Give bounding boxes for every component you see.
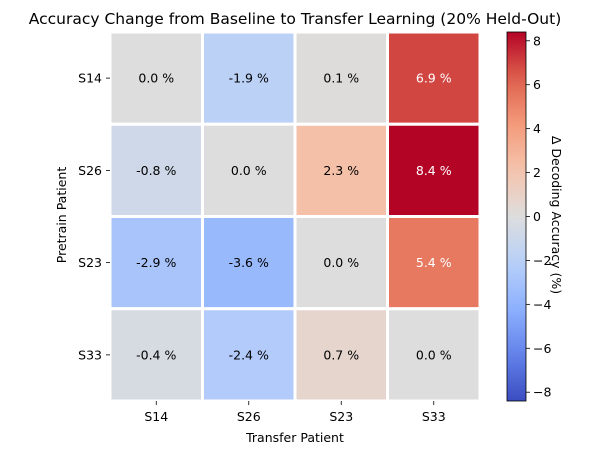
x-tick-label: S14 <box>144 409 168 424</box>
y-tick-label: S33 <box>78 347 102 362</box>
colorbar-tick-label: 2 <box>533 165 541 180</box>
cell-value-label: -0.8 % <box>136 163 176 178</box>
x-tick-label: S26 <box>237 409 261 424</box>
colorbar-tick-label: 8 <box>533 33 541 48</box>
colorbar-label: Δ Decoding Accuracy (%) <box>549 136 564 294</box>
cell-value-label: 8.4 % <box>416 163 452 178</box>
cell-value-label: 0.0 % <box>138 71 174 86</box>
heatmap-cell <box>386 215 482 311</box>
y-axis: S14 S26 S23 S33 <box>78 71 110 362</box>
x-tick-label: S33 <box>422 409 446 424</box>
heatmap-cell <box>201 30 297 126</box>
colorbar: −8 −6 −4 −2 0 2 4 6 8 Δ Decoding Accuracy (%) <box>506 31 564 402</box>
y-tick-label: S14 <box>78 71 102 86</box>
heatmap-cell <box>386 307 482 403</box>
colorbar-tick-label: 0 <box>533 209 541 224</box>
colorbar-tick-label: 6 <box>533 77 541 92</box>
heatmap-cell <box>201 307 297 403</box>
cell-value-label: -1.9 % <box>229 71 269 86</box>
x-axis-label: Transfer Patient <box>245 430 344 445</box>
cell-value-label: -0.4 % <box>136 347 176 362</box>
heatmap-cell <box>386 122 482 218</box>
colorbar-ticks: −8 −6 −4 −2 0 2 4 6 8 <box>526 33 551 400</box>
cell-value-label: 2.3 % <box>323 163 359 178</box>
y-axis-label: Pretrain Patient <box>54 167 69 264</box>
cell-value-label: 0.0 % <box>416 347 452 362</box>
y-tick-label: S26 <box>78 163 102 178</box>
heatmap-cell <box>201 215 297 311</box>
colorbar-tick-label: −8 <box>533 385 551 400</box>
chart-title: Accuracy Change from Baseline to Transfe… <box>29 10 562 28</box>
colorbar-gradient <box>506 31 527 402</box>
cell-value-label: -3.6 % <box>229 255 269 270</box>
cell-value-label: 6.9 % <box>416 71 452 86</box>
cell-value-label: -2.4 % <box>229 347 269 362</box>
x-tick-label: S23 <box>329 409 353 424</box>
heatmap-cell <box>293 307 389 403</box>
y-tick-label: S23 <box>78 255 102 270</box>
cell-value-label: 0.0 % <box>323 255 359 270</box>
x-axis: S14 S26 S23 S33 <box>144 401 446 424</box>
cell-value-label: -2.9 % <box>136 255 176 270</box>
colorbar-tick-label: −6 <box>533 341 551 356</box>
cell-value-label: 5.4 % <box>416 255 452 270</box>
colorbar-tick-label: −2 <box>533 253 551 268</box>
heatmap-cells: 0.0 % -1.9 % 0.1 % 6.9 % -0.8 % 0.0 % 2.3 % 8.4… <box>108 30 482 403</box>
cell-value-label: 0.7 % <box>323 347 359 362</box>
heatmap-cell <box>108 30 204 126</box>
colorbar-tick-label: 4 <box>533 121 541 136</box>
colorbar-tick-label: −4 <box>533 297 551 312</box>
cell-value-label: 0.0 % <box>231 163 267 178</box>
cell-value-label: 0.1 % <box>323 71 359 86</box>
heatmap-cell <box>293 30 389 126</box>
